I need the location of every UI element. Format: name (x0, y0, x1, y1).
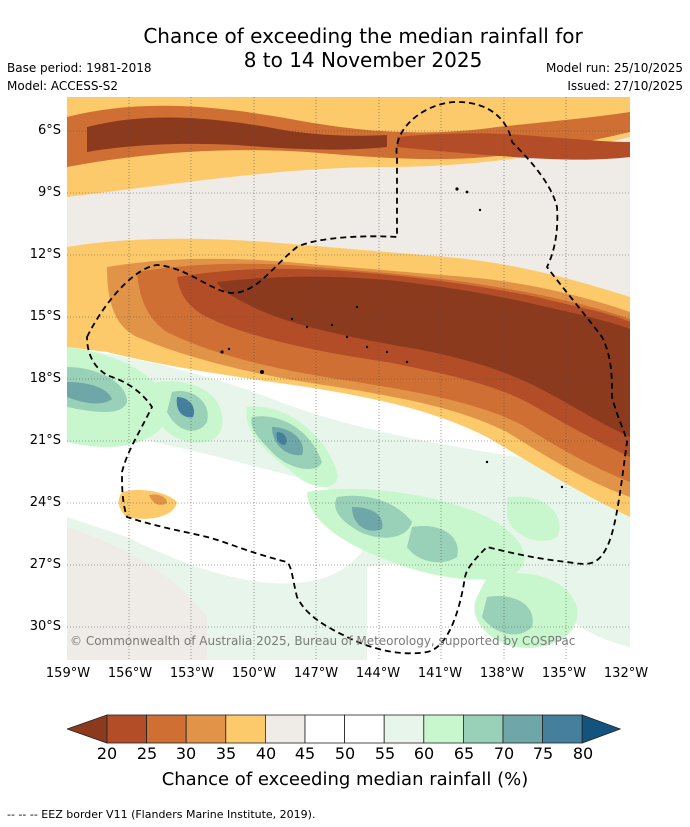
colorbar-cell (502, 714, 543, 744)
base-period: Base period: 1981-2018 (7, 61, 152, 75)
issued-date: Issued: 27/10/2025 (567, 79, 683, 93)
title-line-2: 8 to 14 November 2025 (243, 48, 483, 72)
colorbar-cells (67, 714, 622, 744)
colorbar-tick-55: 55 (374, 744, 396, 763)
lon-label-144w: 144°W (355, 666, 401, 681)
dark-band-north (87, 117, 387, 152)
colorbar-cell (383, 714, 425, 744)
island (260, 370, 264, 374)
colorbar-cell (225, 714, 266, 744)
island (220, 350, 224, 354)
model-name: Model: ACCESS-S2 (7, 79, 119, 93)
colorbar-title: Chance of exceeding median rainfall (%) (161, 769, 529, 790)
teal-region-e (482, 596, 533, 635)
island (455, 187, 459, 191)
island (345, 335, 349, 339)
islands (220, 187, 564, 489)
lat-label-27s: 27°S (29, 557, 61, 572)
island (365, 345, 369, 349)
teal-region-d (407, 526, 458, 563)
colorbar-cell (185, 714, 227, 744)
colorbar-cell (462, 714, 504, 744)
colorbar-tick-40: 40 (255, 744, 277, 763)
white-region-sw (67, 427, 367, 584)
lat-label-21s: 21°S (29, 433, 61, 448)
island (485, 460, 489, 464)
colorbar-tick-30: 30 (175, 744, 197, 763)
island (355, 305, 359, 309)
teal-dark-region-c (352, 507, 383, 531)
blue-region-b (276, 432, 287, 445)
lon-label-132w: 132°W (603, 666, 649, 681)
colorbar-tick-70: 70 (493, 744, 515, 763)
colorbar-cell (304, 714, 345, 744)
rainfall-map (67, 97, 630, 660)
eez-border (86, 101, 628, 655)
model-run: Model run: 25/10/2025 (545, 61, 683, 75)
island (290, 317, 294, 321)
colorbar-tick-65: 65 (453, 744, 475, 763)
orange-patch-sw (149, 494, 167, 505)
lat-label-18s: 18°S (29, 371, 61, 386)
lat-label-15s: 15°S (29, 309, 61, 324)
island (405, 360, 409, 364)
lon-label-141w: 141°W (417, 666, 463, 681)
colorbar-tick-75: 75 (532, 744, 554, 763)
colorbar-cell (106, 714, 147, 744)
lon-label-138w: 138°W (479, 666, 525, 681)
graticule (67, 97, 630, 660)
teal-dark-region-west (67, 382, 112, 404)
lon-label-153w: 153°W (169, 666, 215, 681)
meta-left: Base period: 1981-2018 Model: ACCESS-S2 (7, 59, 152, 95)
map-title: Chance of exceeding the median rainfall … (0, 24, 690, 72)
lon-label-150w: 150°W (231, 666, 277, 681)
colorbar-cell (146, 714, 187, 744)
colorbar-tick-50: 50 (334, 744, 356, 763)
lat-label-24s: 24°S (29, 495, 61, 510)
colorbar-cell (344, 714, 385, 744)
island (227, 347, 231, 351)
colorbar-tick-25: 25 (136, 744, 158, 763)
eez-legend-footer: -- -- -- EEZ border V11 (Flanders Marine… (7, 808, 316, 821)
colorbar-cell (423, 714, 464, 744)
colorbar-arrow-low (67, 714, 108, 744)
island (560, 485, 564, 489)
colorbar-cell (264, 714, 306, 744)
colorbar-tick-35: 35 (215, 744, 237, 763)
colorbar-cell (542, 714, 583, 744)
lon-label-159w: 159°W (45, 666, 91, 681)
lat-label-30s: 30°S (29, 619, 61, 634)
lat-label-12s: 12°S (29, 247, 61, 262)
colorbar-arrow-high (581, 714, 622, 744)
lat-label-6s: 6°S (37, 123, 61, 138)
meta-right: Model run: 25/10/2025 Issued: 27/10/2025 (546, 59, 683, 95)
copyright-credit: © Commonwealth of Australia 2025, Bureau… (70, 634, 576, 648)
island (478, 208, 482, 212)
lon-label-135w: 135°W (541, 666, 587, 681)
colorbar-tick-45: 45 (294, 744, 316, 763)
green-region-e (507, 496, 560, 541)
colorbar (67, 714, 622, 744)
title-line-1: Chance of exceeding the median rainfall … (143, 24, 583, 48)
lon-label-147w: 147°W (293, 666, 339, 681)
lon-label-156w: 156°W (107, 666, 153, 681)
colorbar-tick-60: 60 (413, 744, 435, 763)
blue-region-a (176, 397, 195, 418)
colorbar-tick-80: 80 (572, 744, 594, 763)
colorbar-tick-20: 20 (96, 744, 118, 763)
island (305, 325, 309, 329)
brown-band-north-east (397, 133, 630, 160)
island (465, 190, 469, 194)
lat-label-9s: 9°S (37, 185, 61, 200)
island (385, 350, 389, 354)
island (330, 323, 334, 327)
